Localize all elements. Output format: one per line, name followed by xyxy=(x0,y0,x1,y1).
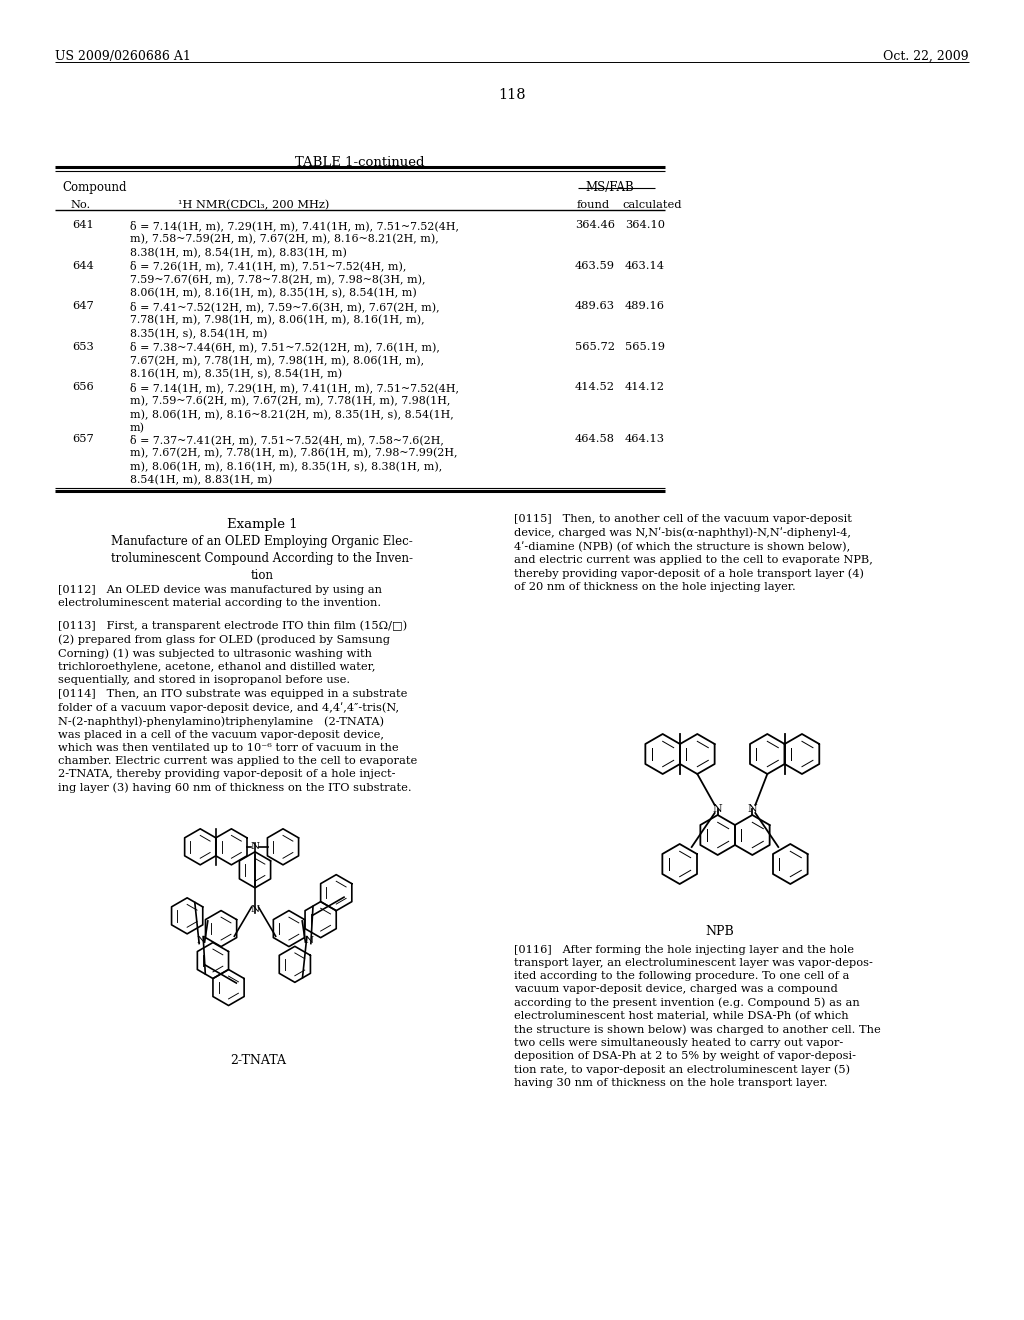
Text: 414.12: 414.12 xyxy=(625,383,665,392)
Text: 641: 641 xyxy=(72,220,94,230)
Text: Oct. 22, 2009: Oct. 22, 2009 xyxy=(884,50,969,63)
Text: NPB: NPB xyxy=(706,925,734,939)
Text: N: N xyxy=(713,804,723,814)
Text: δ = 7.38~7.44(6H, m), 7.51~7.52(12H, m), 7.6(1H, m),
7.67(2H, m), 7.78(1H, m), 7: δ = 7.38~7.44(6H, m), 7.51~7.52(12H, m),… xyxy=(130,342,440,380)
Text: 463.14: 463.14 xyxy=(625,260,665,271)
Text: [0116]   After forming the hole injecting layer and the hole
transport layer, an: [0116] After forming the hole injecting … xyxy=(514,945,881,1088)
Text: 118: 118 xyxy=(499,88,525,102)
Text: 464.13: 464.13 xyxy=(625,434,665,445)
Text: 657: 657 xyxy=(72,434,94,445)
Text: [0114]   Then, an ITO substrate was equipped in a substrate
folder of a vacuum v: [0114] Then, an ITO substrate was equipp… xyxy=(58,689,417,793)
Text: Manufacture of an OLED Employing Organic Elec-
troluminescent Compound According: Manufacture of an OLED Employing Organic… xyxy=(111,535,413,582)
Text: 656: 656 xyxy=(72,383,94,392)
Text: N: N xyxy=(304,936,313,945)
Text: 653: 653 xyxy=(72,342,94,352)
Text: [0112]   An OLED device was manufactured by using an
electroluminescent material: [0112] An OLED device was manufactured b… xyxy=(58,585,382,609)
Text: 565.19: 565.19 xyxy=(625,342,665,352)
Text: 647: 647 xyxy=(72,301,94,312)
Text: No.: No. xyxy=(70,201,90,210)
Text: 2-TNATA: 2-TNATA xyxy=(230,1053,286,1067)
Text: Example 1: Example 1 xyxy=(226,517,297,531)
Text: found: found xyxy=(577,201,610,210)
Text: N: N xyxy=(251,904,259,913)
Text: TABLE 1-continued: TABLE 1-continued xyxy=(295,156,425,169)
Text: 489.16: 489.16 xyxy=(625,301,665,312)
Text: 463.59: 463.59 xyxy=(575,260,615,271)
Text: Compound: Compound xyxy=(62,181,127,194)
Text: 489.63: 489.63 xyxy=(575,301,615,312)
Text: 414.52: 414.52 xyxy=(575,383,615,392)
Text: δ = 7.37~7.41(2H, m), 7.51~7.52(4H, m), 7.58~7.6(2H,
m), 7.67(2H, m), 7.78(1H, m: δ = 7.37~7.41(2H, m), 7.51~7.52(4H, m), … xyxy=(130,434,458,486)
Text: δ = 7.26(1H, m), 7.41(1H, m), 7.51~7.52(4H, m),
7.59~7.67(6H, m), 7.78~7.8(2H, m: δ = 7.26(1H, m), 7.41(1H, m), 7.51~7.52(… xyxy=(130,260,426,298)
Text: US 2009/0260686 A1: US 2009/0260686 A1 xyxy=(55,50,190,63)
Text: δ = 7.41~7.52(12H, m), 7.59~7.6(3H, m), 7.67(2H, m),
7.78(1H, m), 7.98(1H, m), 8: δ = 7.41~7.52(12H, m), 7.59~7.6(3H, m), … xyxy=(130,301,439,339)
Text: δ = 7.14(1H, m), 7.29(1H, m), 7.41(1H, m), 7.51~7.52(4H,
m), 7.58~7.59(2H, m), 7: δ = 7.14(1H, m), 7.29(1H, m), 7.41(1H, m… xyxy=(130,220,459,257)
Text: calculated: calculated xyxy=(622,201,682,210)
Text: 364.46: 364.46 xyxy=(575,220,615,230)
Text: N: N xyxy=(251,842,259,851)
Text: ¹H NMR(CDCl₃, 200 MHz): ¹H NMR(CDCl₃, 200 MHz) xyxy=(178,201,330,210)
Text: δ = 7.14(1H, m), 7.29(1H, m), 7.41(1H, m), 7.51~7.52(4H,
m), 7.59~7.6(2H, m), 7.: δ = 7.14(1H, m), 7.29(1H, m), 7.41(1H, m… xyxy=(130,383,459,434)
Text: N: N xyxy=(197,936,206,945)
Text: 464.58: 464.58 xyxy=(575,434,615,445)
Text: [0113]   First, a transparent electrode ITO thin film (15Ω/□)
(2) prepared from : [0113] First, a transparent electrode IT… xyxy=(58,620,408,685)
Text: MS/FAB: MS/FAB xyxy=(586,181,635,194)
Text: [0115]   Then, to another cell of the vacuum vapor-deposit
device, charged was N: [0115] Then, to another cell of the vacu… xyxy=(514,513,872,591)
Text: N: N xyxy=(748,804,757,814)
Text: 364.10: 364.10 xyxy=(625,220,665,230)
Text: 565.72: 565.72 xyxy=(575,342,615,352)
Text: 644: 644 xyxy=(72,260,94,271)
